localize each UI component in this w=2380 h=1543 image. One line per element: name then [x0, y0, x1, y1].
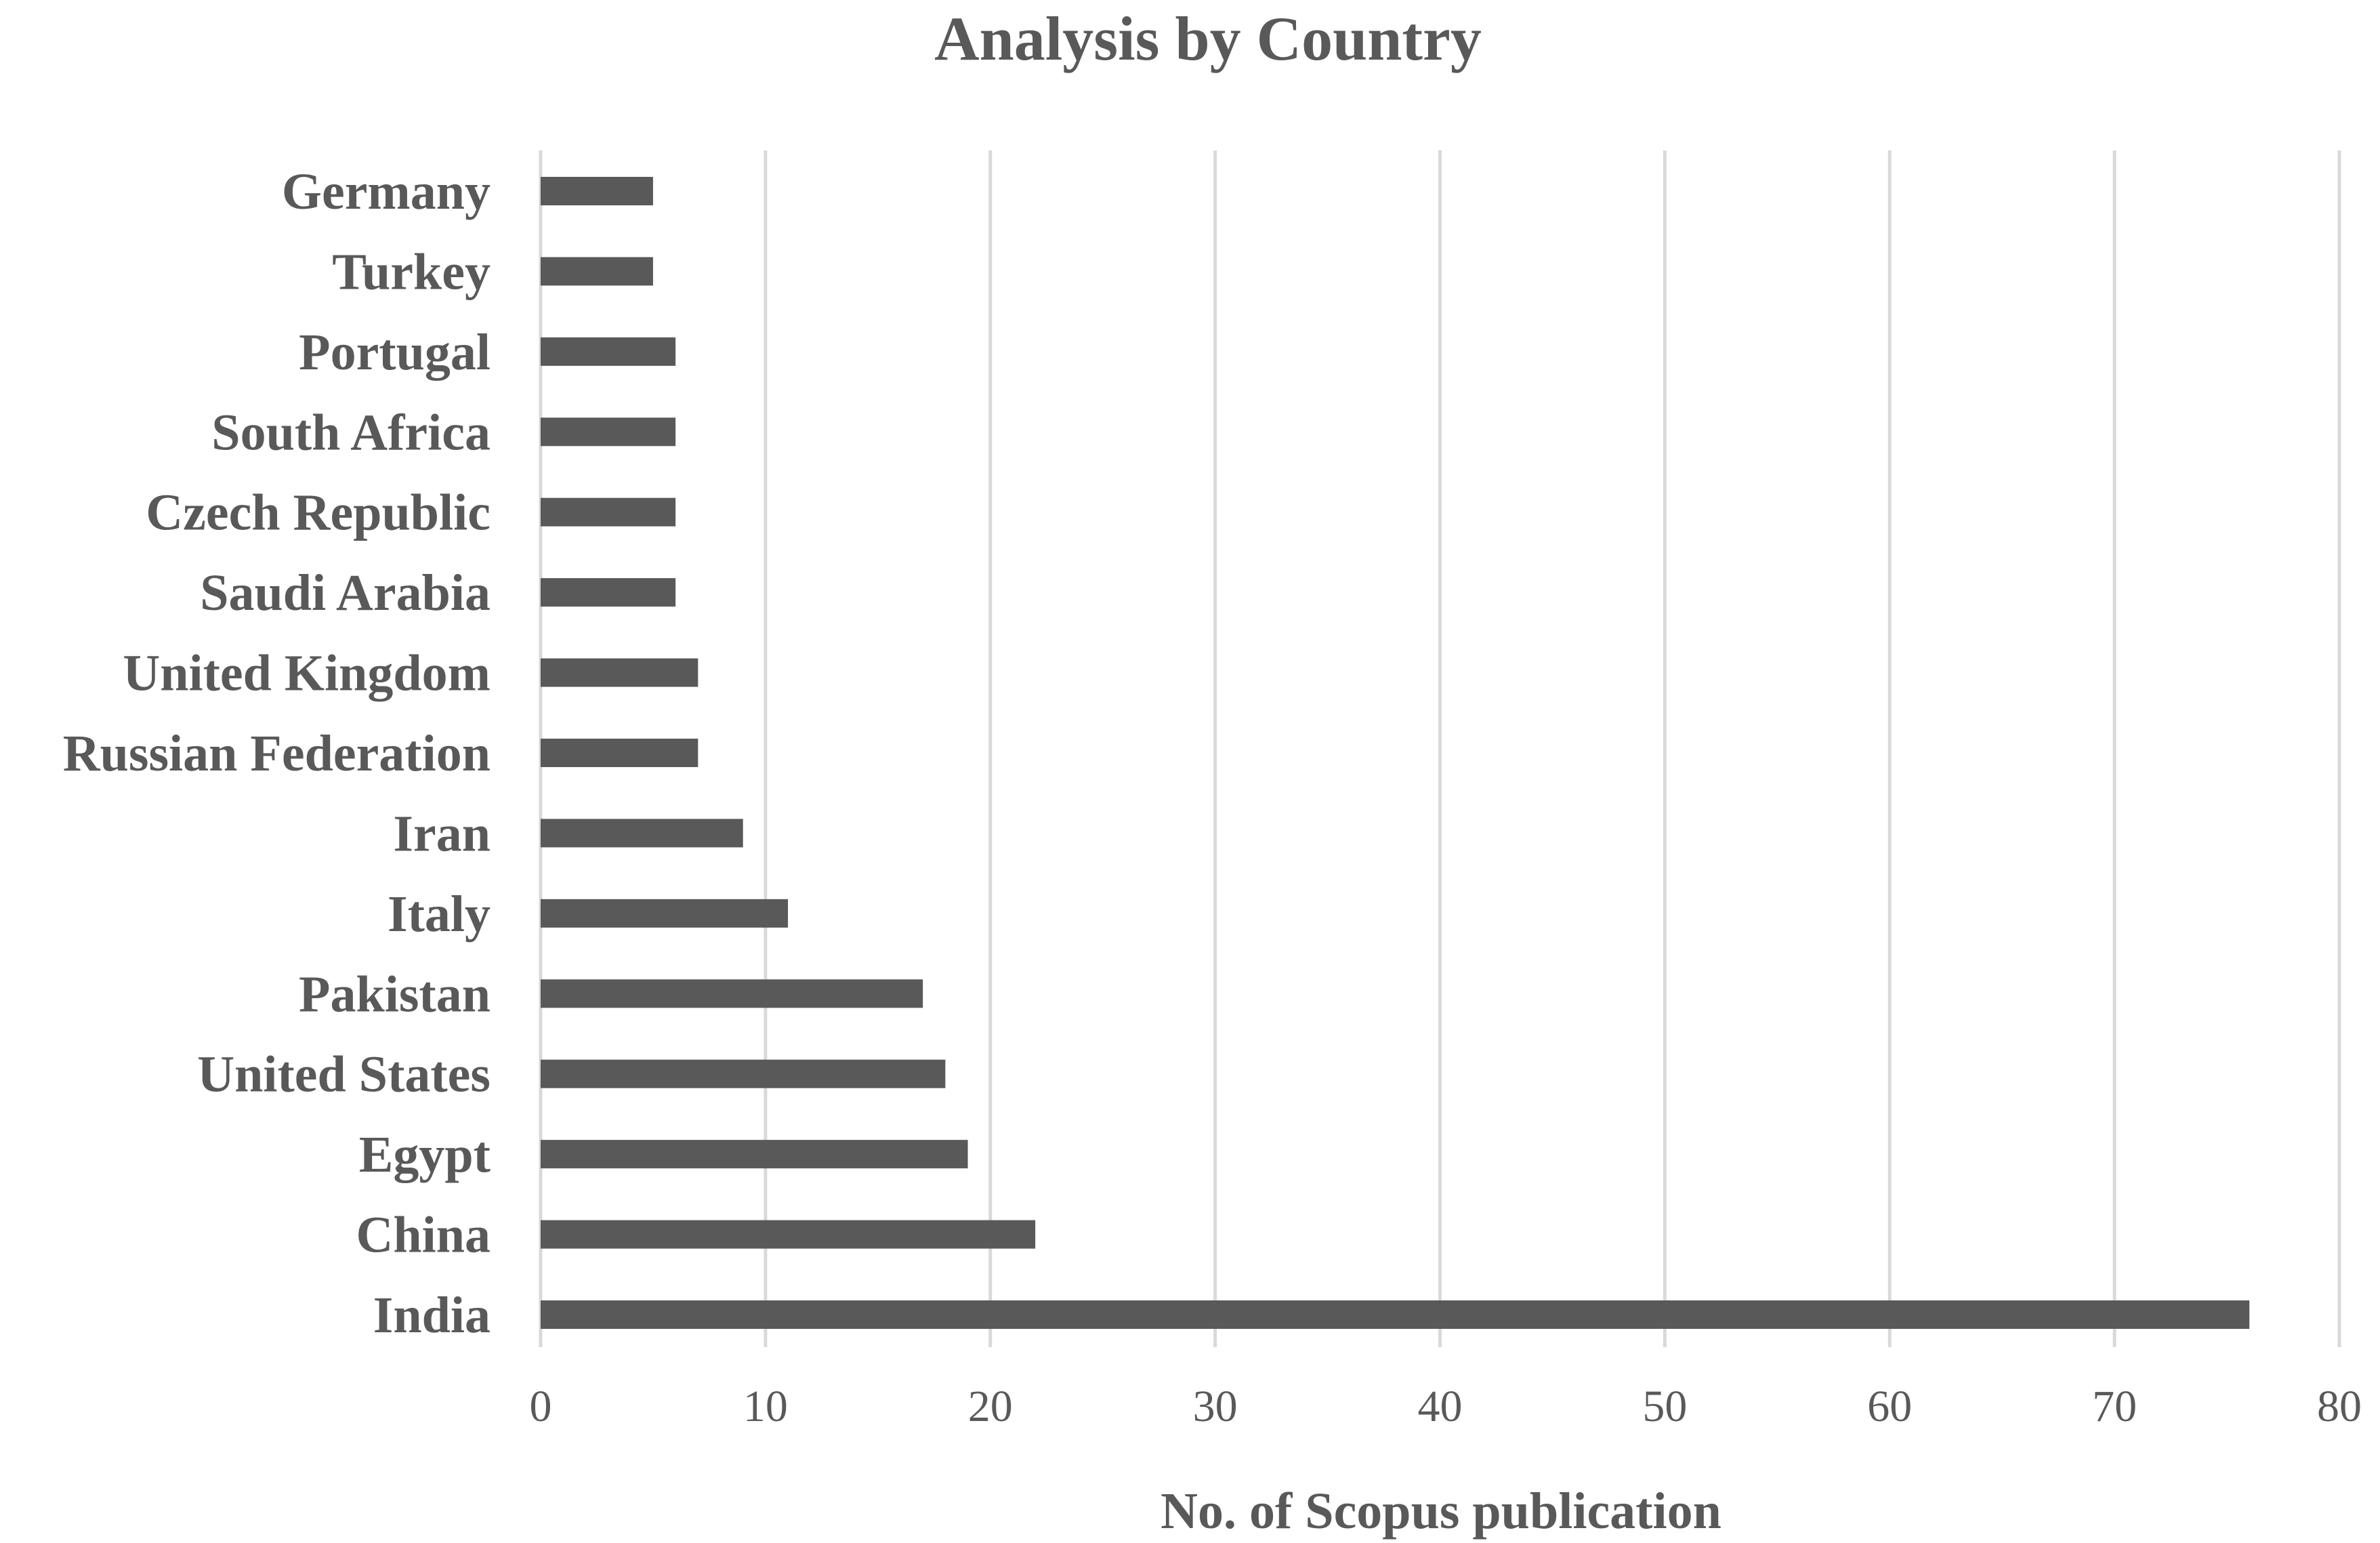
bar-egypt	[541, 1140, 968, 1169]
x-tick-label: 80	[2317, 1382, 2362, 1431]
bars	[541, 177, 2250, 1329]
category-labels: Germany Turkey Portugal South Africa Czech R…	[63, 163, 490, 1344]
bar-iran	[541, 819, 743, 848]
x-tick-label: 40	[1418, 1382, 1463, 1431]
category-label: China	[356, 1207, 490, 1264]
gridlines	[539, 150, 2341, 1347]
category-label: Russian Federation	[63, 725, 490, 782]
x-tick-label: 30	[1193, 1382, 1238, 1431]
x-axis-label: No. of Scopus publication	[1161, 1483, 1721, 1540]
bar-turkey	[541, 257, 653, 286]
category-label: Egypt	[359, 1126, 490, 1183]
category-label: Iran	[393, 805, 490, 862]
bar-pakistan	[541, 979, 923, 1008]
bar-italy	[541, 899, 789, 928]
category-label: Portugal	[299, 324, 490, 381]
bar-united-states	[541, 1059, 946, 1088]
chart-title: Analysis by Country	[934, 4, 1482, 73]
bar-czech-republic	[541, 497, 676, 527]
x-tick-labels: 0 10 20 30 40 50 60 70 80	[530, 1382, 2362, 1431]
x-tick-label: 0	[530, 1382, 552, 1431]
x-tick-label: 60	[1867, 1382, 1912, 1431]
bar-south-africa	[541, 417, 676, 447]
category-label: Turkey	[332, 243, 490, 300]
x-tick-label: 70	[2092, 1382, 2137, 1431]
category-label: India	[373, 1287, 490, 1344]
category-label: Saudi Arabia	[200, 564, 490, 621]
category-label: Italy	[388, 886, 490, 943]
x-tick-label: 20	[968, 1382, 1013, 1431]
category-label: Czech Republic	[146, 485, 490, 541]
bar-saudi-arabia	[541, 578, 676, 607]
category-label: South Africa	[211, 404, 490, 461]
bar-india	[541, 1300, 2250, 1329]
bar-portugal	[541, 337, 676, 366]
category-label: United States	[197, 1046, 490, 1103]
x-tick-label: 10	[743, 1382, 788, 1431]
x-tick-label: 50	[1642, 1382, 1687, 1431]
bar-russian-federation	[541, 739, 698, 767]
bar-china	[541, 1220, 1036, 1249]
bar-germany	[541, 177, 653, 205]
category-label: Germany	[282, 163, 490, 220]
bar-united-kingdom	[541, 658, 698, 687]
category-label: United Kingdom	[123, 645, 490, 702]
category-label: Pakistan	[299, 966, 490, 1023]
